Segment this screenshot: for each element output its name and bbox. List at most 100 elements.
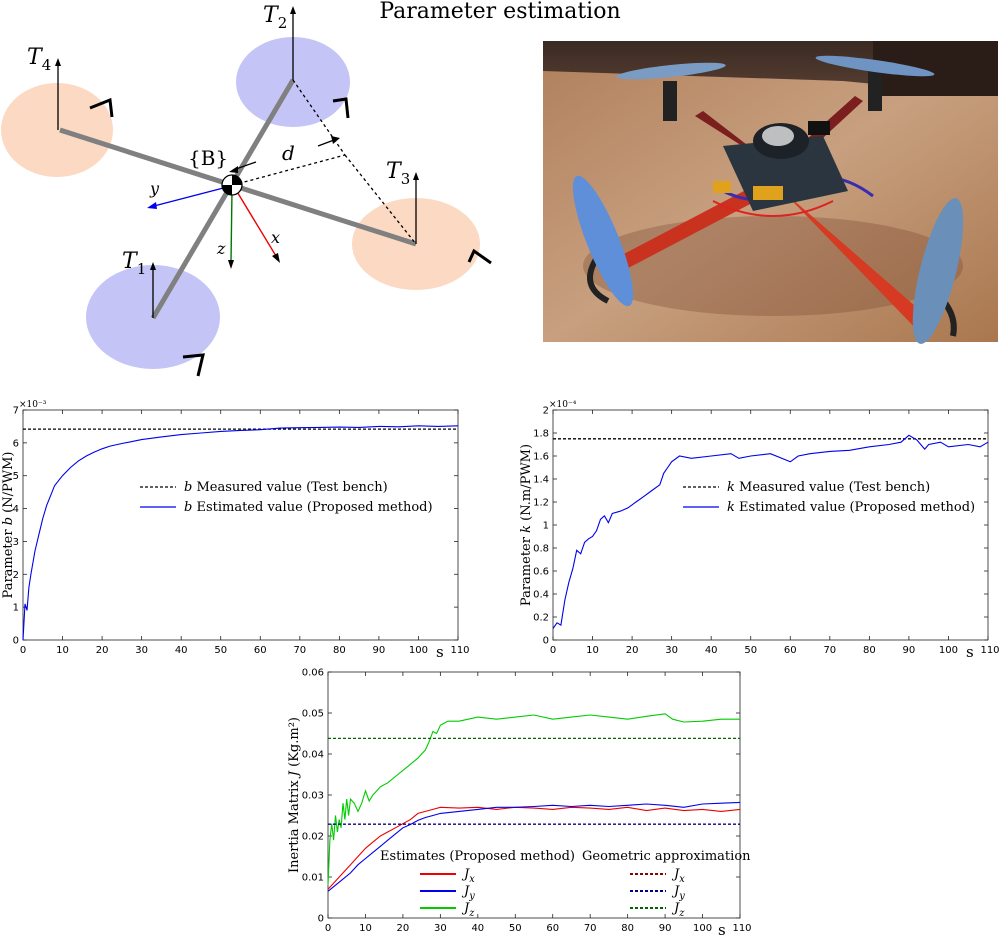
legend-label-estimated: b Estimated value (Proposed method) — [184, 500, 433, 515]
x-unit-label: s — [718, 921, 726, 937]
y-tick-label: 1 — [13, 603, 19, 614]
y-axis-label: Inertia Matrix J (Kg.m²) — [287, 717, 302, 873]
y-tick-label: 7 — [13, 406, 19, 417]
x-tick-label: 50 — [744, 645, 757, 656]
x-tick-label: 50 — [509, 923, 522, 934]
arm-2-1 — [150, 78, 296, 320]
y-tick-label: 5 — [13, 471, 19, 482]
x-tick-label: 50 — [214, 645, 227, 656]
y-tick-label: 0 — [543, 636, 549, 647]
y-tick-label: 0.4 — [533, 590, 549, 601]
y-tick-label: 0 — [318, 914, 324, 925]
legend-label-est-jx: Jx — [461, 867, 475, 885]
y-tick-label: 1.6 — [533, 452, 549, 463]
series-line-b-estimated-value-(proposed-method) — [22, 425, 459, 641]
y-tick-label: 0 — [13, 636, 19, 647]
x-tick-label: 0 — [550, 645, 556, 656]
legend-title-geometric: Geometric approximation — [582, 849, 751, 864]
label-z: z — [216, 239, 226, 258]
rotor-disc-4 — [1, 83, 113, 177]
y-tick-label: 4 — [13, 504, 19, 515]
y-tick-label: 2 — [543, 406, 549, 417]
page-title: Parameter estimation — [379, 0, 621, 24]
x-tick-label: 70 — [293, 645, 306, 656]
x-tick-label: 70 — [584, 923, 597, 934]
y-tick-label: 1 — [543, 521, 549, 532]
y-tick-label: 1.4 — [533, 475, 549, 486]
x-unit-label: s — [966, 643, 974, 661]
x-tick-label: 60 — [546, 923, 559, 934]
z-axis-arrow — [230, 189, 233, 263]
x-unit-label: s — [436, 643, 444, 661]
quadrotor-diagram: T4 T2 T3 T1 {B} d y z x — [1, 3, 492, 377]
x-tick-label: 40 — [471, 923, 484, 934]
label-d: d — [282, 141, 295, 165]
x-tick-label: 60 — [784, 645, 797, 656]
y-tick-label: 0.6 — [533, 567, 549, 578]
x-tick-label: 60 — [254, 645, 267, 656]
y-tick-label: 0.8 — [533, 544, 549, 555]
x-tick-label: 110 — [732, 923, 751, 934]
x-tick-label: 10 — [359, 923, 372, 934]
x-tick-label: 20 — [96, 645, 109, 656]
y-tick-label: 0.03 — [302, 791, 324, 802]
chart-inertia-matrix: 0 10 20 30 40 50 60 70 80 90 100 110 0 0.01 0.02 0.03 0.… — [287, 668, 752, 937]
y-tick-label: 3 — [13, 537, 19, 548]
y-tick-label: 1.8 — [533, 429, 549, 440]
label-T3: T3 — [386, 159, 410, 188]
y-tick-label: 0.2 — [533, 613, 549, 624]
y-axis-label: Parameter k (N.m/PWM) — [519, 444, 534, 606]
legend-label-measured: b Measured value (Test bench) — [184, 480, 388, 495]
chart-parameter-k: 0 10 20 30 40 50 60 70 80 90 100 110 0 0.2 0.4 0.6 0.8 1 1… — [519, 400, 1000, 661]
y-tick-label: 0.05 — [302, 709, 324, 720]
legend-label-estimated: k Estimated value (Proposed method) — [727, 500, 975, 515]
x-tick-label: 100 — [693, 923, 712, 934]
legend-label-measured: k Measured value (Test bench) — [727, 480, 930, 495]
legend-label-est-jz: Jz — [461, 901, 475, 919]
x-tick-label: 110 — [980, 645, 999, 656]
series-line-jz — [327, 713, 740, 886]
series-line-jx — [327, 806, 741, 890]
x-tick-label: 30 — [434, 923, 447, 934]
x-tick-label: 10 — [56, 645, 69, 656]
x-tick-label: 0 — [325, 923, 331, 934]
x-tick-label: 30 — [135, 645, 148, 656]
x-tick-label: 80 — [333, 645, 346, 656]
x-tick-label: 0 — [20, 645, 26, 656]
label-y: y — [149, 179, 160, 198]
quadcopter-photo — [543, 41, 998, 344]
label-x: x — [271, 228, 280, 247]
y-axis-arrow — [153, 185, 232, 207]
label-T2: T2 — [263, 3, 287, 32]
x-tick-label: 10 — [586, 645, 599, 656]
y-tick-label: 1.2 — [533, 498, 549, 509]
series-line-jy — [327, 801, 741, 892]
x-axis-arrow — [235, 189, 277, 257]
y-tick-label: 0.02 — [302, 832, 324, 843]
x-tick-label: 70 — [823, 645, 836, 656]
legend-label-geo-jz: Jz — [671, 901, 685, 919]
legend-label-geo-jx: Jx — [671, 867, 685, 885]
y-tick-label: 2 — [13, 570, 19, 581]
x-tick-label: 100 — [409, 645, 428, 656]
x-tick-label: 80 — [621, 923, 634, 934]
legend-label-est-jy: Jy — [461, 884, 475, 902]
series-line-k-estimated-value-(proposed-method) — [552, 434, 989, 629]
x-tick-label: 80 — [863, 645, 876, 656]
y-axis-label: Parameter b (N/PWM) — [1, 452, 16, 599]
label-body-frame: {B} — [188, 146, 228, 170]
label-T4: T4 — [27, 45, 51, 74]
y-exponent-label: ×10⁻³ — [19, 400, 47, 410]
chart-parameter-b: 0 10 20 30 40 50 60 70 80 90 100 110 0 1 2 3 4 5 6 7 s ×10⁻³ P… — [1, 400, 470, 661]
legend-title-estimates: Estimates (Proposed method) — [380, 849, 575, 864]
label-T1: T1 — [122, 249, 146, 278]
x-tick-label: 40 — [705, 645, 718, 656]
plot-frame — [552, 409, 989, 641]
y-tick-label: 6 — [13, 438, 19, 449]
x-tick-label: 90 — [659, 923, 672, 934]
plot-frame — [22, 409, 459, 641]
y-exponent-label: ×10⁻⁴ — [549, 400, 577, 410]
x-tick-label: 20 — [397, 923, 410, 934]
x-tick-label: 90 — [373, 645, 386, 656]
x-tick-label: 30 — [665, 645, 678, 656]
